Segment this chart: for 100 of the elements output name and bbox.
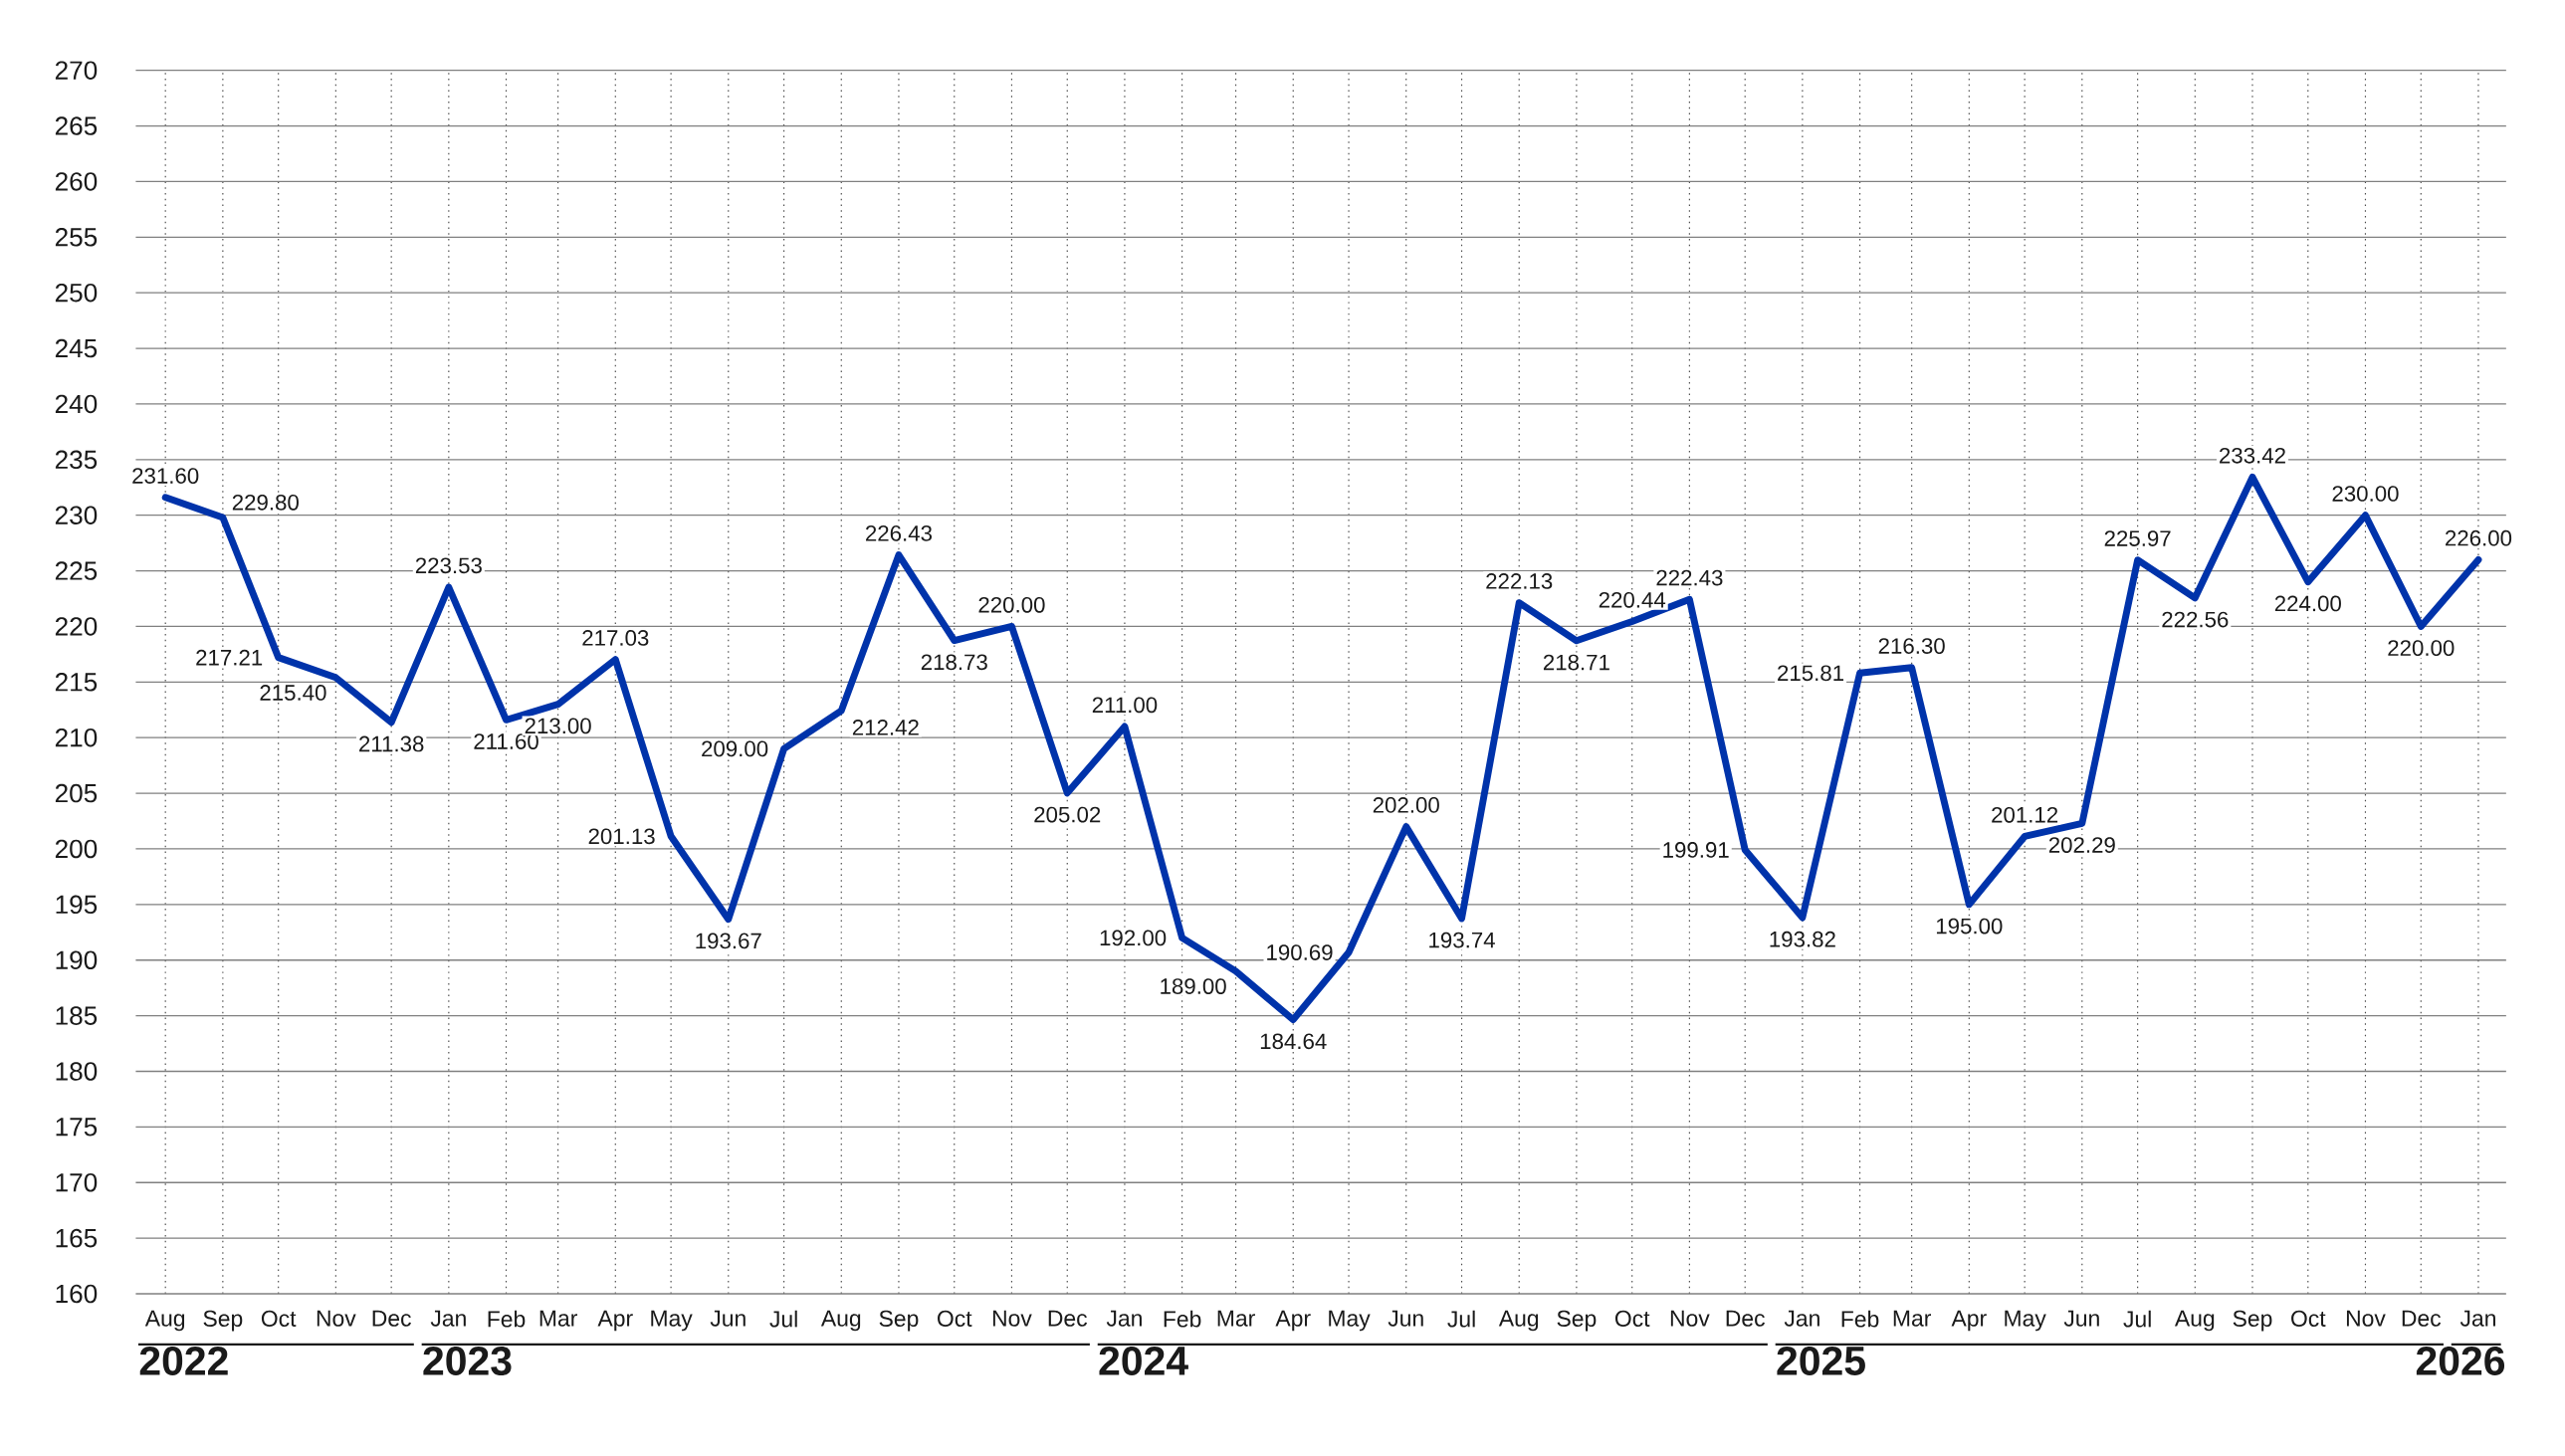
text: 2026 bbox=[2416, 1347, 2505, 1376]
text: 2022 bbox=[139, 1347, 228, 1376]
y-tick-label: 175 bbox=[56, 1118, 98, 1137]
y-tick-label: 190 bbox=[56, 950, 98, 970]
x-tick-label: Jun bbox=[1388, 1310, 1423, 1327]
data-label: 211.38 bbox=[359, 735, 424, 752]
x-tick-label: Oct bbox=[1614, 1310, 1650, 1328]
y-tick-label: 265 bbox=[55, 116, 98, 135]
y-tick-label: 255 bbox=[55, 228, 98, 247]
x-tick-label: Apr bbox=[1951, 1310, 1987, 1332]
x-tick-label: Nov bbox=[992, 1310, 1032, 1327]
y-tick-label: 205 bbox=[55, 783, 98, 803]
data-label: 193.82 bbox=[1770, 931, 1835, 947]
data-label: 202.00 bbox=[1373, 797, 1439, 813]
x-tick-label: Jul bbox=[769, 1310, 797, 1328]
x-tick-label: Jan bbox=[2459, 1310, 2495, 1327]
x-tick-label: Nov bbox=[1670, 1310, 1710, 1327]
y-tick-label: 245 bbox=[55, 338, 98, 358]
data-label: 216.30 bbox=[1878, 638, 1945, 655]
data-label: 217.21 bbox=[196, 650, 263, 666]
y-tick-label: 235 bbox=[55, 450, 98, 470]
x-tick-label: Nov bbox=[317, 1310, 356, 1327]
x-tick-label: Sep bbox=[2233, 1310, 2272, 1332]
x-tick-label: Feb bbox=[488, 1310, 526, 1328]
x-tick-label: Apr bbox=[1275, 1310, 1311, 1332]
data-label: 222.13 bbox=[1486, 573, 1553, 589]
data-label: 230.00 bbox=[2332, 486, 2399, 503]
x-tick-label: Nov bbox=[2346, 1310, 2386, 1327]
y-tick-label: 180 bbox=[56, 1062, 98, 1081]
data-label: 222.56 bbox=[2162, 611, 2229, 628]
x-tick-label: Jun bbox=[710, 1310, 746, 1327]
x-tick-label: Oct bbox=[261, 1310, 297, 1328]
y-tick-label: 260 bbox=[55, 172, 98, 191]
data-label: 190.69 bbox=[1267, 944, 1333, 961]
data-label: 223.53 bbox=[415, 557, 482, 574]
x-tick-label: Feb bbox=[1841, 1310, 1879, 1328]
y-tick-label: 210 bbox=[55, 728, 98, 747]
data-label: 215.40 bbox=[260, 685, 326, 701]
x-tick-label: May bbox=[651, 1310, 693, 1332]
y-tick-label: 270 bbox=[55, 61, 98, 81]
data-label: 213.00 bbox=[525, 718, 591, 734]
data-label: 211.60 bbox=[474, 733, 538, 750]
x-tick-label: Mar bbox=[1893, 1310, 1932, 1327]
data-label: 205.02 bbox=[1034, 806, 1101, 823]
data-label: 226.43 bbox=[866, 525, 933, 541]
x-tick-label: Dec bbox=[1048, 1310, 1088, 1327]
x-tick-label: Jun bbox=[2063, 1310, 2099, 1327]
x-tick-label: May bbox=[2005, 1310, 2046, 1332]
x-tick-label: Feb bbox=[1164, 1310, 1201, 1328]
x-tick-label: Jan bbox=[1784, 1310, 1819, 1327]
data-label: 220.00 bbox=[978, 597, 1045, 613]
x-tick-label: Sep bbox=[1557, 1310, 1597, 1332]
x-tick-label: Jan bbox=[430, 1310, 466, 1327]
data-label: 222.43 bbox=[1656, 569, 1723, 586]
x-tick-label: Oct bbox=[2291, 1310, 2326, 1328]
data-label: 211.00 bbox=[1092, 697, 1158, 714]
y-tick-label: 240 bbox=[55, 394, 98, 414]
data-label: 209.00 bbox=[702, 740, 768, 757]
data-label: 225.97 bbox=[2104, 530, 2171, 547]
data-label: 189.00 bbox=[1161, 978, 1226, 995]
data-label: 220.44 bbox=[1599, 592, 1666, 608]
data-label: 199.91 bbox=[1663, 842, 1729, 858]
data-label: 195.00 bbox=[1936, 918, 2003, 935]
x-tick-label: Sep bbox=[203, 1310, 243, 1332]
data-label: 218.71 bbox=[1543, 654, 1609, 671]
y-tick-label: 250 bbox=[55, 284, 98, 303]
x-tick-label: Mar bbox=[539, 1310, 577, 1327]
data-label: 184.64 bbox=[1260, 1033, 1327, 1050]
x-tick-label: Apr bbox=[597, 1310, 633, 1332]
data-label: 231.60 bbox=[132, 468, 199, 485]
y-tick-label: 225 bbox=[55, 561, 98, 580]
data-label: 201.13 bbox=[588, 828, 655, 845]
y-tick-label: 195 bbox=[56, 895, 98, 915]
data-label: 192.00 bbox=[1100, 930, 1167, 946]
x-tick-label: Aug bbox=[820, 1310, 861, 1332]
x-tick-label: Jul bbox=[1447, 1310, 1475, 1328]
x-tick-label: Dec bbox=[1726, 1310, 1765, 1327]
y-tick-label: 215 bbox=[55, 673, 98, 692]
text: 2025 bbox=[1777, 1347, 1865, 1376]
data-label: 226.00 bbox=[2446, 529, 2512, 546]
data-label: 212.42 bbox=[852, 720, 919, 735]
data-label: 202.29 bbox=[2048, 837, 2115, 854]
x-tick-label: Aug bbox=[2174, 1310, 2215, 1332]
x-tick-label: Jan bbox=[1106, 1310, 1142, 1327]
data-label: 220.00 bbox=[2388, 640, 2455, 657]
x-tick-label: Aug bbox=[1498, 1310, 1539, 1332]
data-label: 218.73 bbox=[921, 654, 987, 671]
data-label: 215.81 bbox=[1778, 665, 1844, 682]
text: 2023 bbox=[423, 1347, 512, 1376]
x-tick-label: Mar bbox=[1217, 1310, 1255, 1327]
x-tick-label: Sep bbox=[879, 1310, 919, 1332]
data-label: 229.80 bbox=[232, 495, 299, 511]
data-label: 224.00 bbox=[2274, 595, 2341, 612]
data-label: 217.03 bbox=[582, 630, 649, 646]
x-tick-label: Jul bbox=[2123, 1310, 2151, 1328]
data-label: 193.74 bbox=[1429, 932, 1495, 948]
y-tick-label: 220 bbox=[55, 617, 98, 636]
x-tick-label: Aug bbox=[144, 1310, 185, 1332]
data-label: 233.42 bbox=[2220, 448, 2285, 464]
data-label: 201.12 bbox=[1992, 807, 2058, 823]
